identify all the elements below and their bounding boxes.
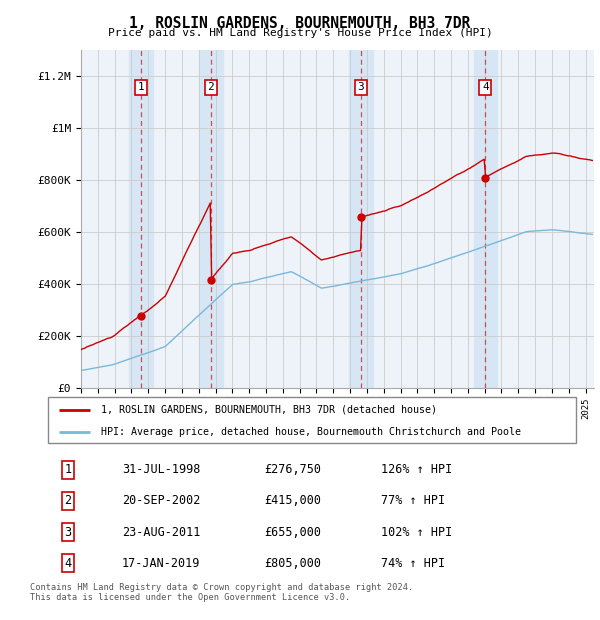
Text: 74% ↑ HPI: 74% ↑ HPI — [380, 557, 445, 570]
Bar — [130, 50, 153, 388]
Text: 1: 1 — [138, 82, 145, 92]
Text: Price paid vs. HM Land Registry's House Price Index (HPI): Price paid vs. HM Land Registry's House … — [107, 28, 493, 38]
Text: 4: 4 — [65, 557, 71, 570]
Text: £415,000: £415,000 — [265, 494, 322, 507]
Text: 3: 3 — [65, 526, 71, 539]
Text: HPI: Average price, detached house, Bournemouth Christchurch and Poole: HPI: Average price, detached house, Bour… — [101, 427, 521, 436]
Text: £805,000: £805,000 — [265, 557, 322, 570]
Text: 2: 2 — [65, 494, 71, 507]
Text: 17-JAN-2019: 17-JAN-2019 — [122, 557, 200, 570]
Text: Contains HM Land Registry data © Crown copyright and database right 2024.
This d: Contains HM Land Registry data © Crown c… — [30, 583, 413, 602]
Text: 77% ↑ HPI: 77% ↑ HPI — [380, 494, 445, 507]
Bar — [349, 50, 373, 388]
Text: 1: 1 — [65, 463, 71, 476]
Text: 23-AUG-2011: 23-AUG-2011 — [122, 526, 200, 539]
Text: 3: 3 — [358, 82, 364, 92]
Text: 20-SEP-2002: 20-SEP-2002 — [122, 494, 200, 507]
Text: 2: 2 — [208, 82, 214, 92]
Bar — [473, 50, 497, 388]
Text: 1, ROSLIN GARDENS, BOURNEMOUTH, BH3 7DR (detached house): 1, ROSLIN GARDENS, BOURNEMOUTH, BH3 7DR … — [101, 405, 437, 415]
Text: 4: 4 — [482, 82, 489, 92]
Text: £276,750: £276,750 — [265, 463, 322, 476]
Text: £655,000: £655,000 — [265, 526, 322, 539]
Text: 126% ↑ HPI: 126% ↑ HPI — [380, 463, 452, 476]
Text: 102% ↑ HPI: 102% ↑ HPI — [380, 526, 452, 539]
Bar — [199, 50, 223, 388]
Text: 31-JUL-1998: 31-JUL-1998 — [122, 463, 200, 476]
FancyBboxPatch shape — [48, 397, 576, 443]
Text: 1, ROSLIN GARDENS, BOURNEMOUTH, BH3 7DR: 1, ROSLIN GARDENS, BOURNEMOUTH, BH3 7DR — [130, 16, 470, 30]
